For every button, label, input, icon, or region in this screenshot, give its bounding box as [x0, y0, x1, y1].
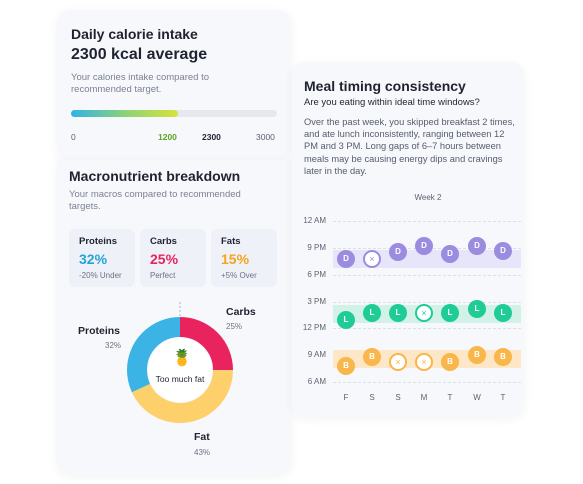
tick-start: 0	[71, 132, 76, 142]
donut-label-carbs: Carbs	[226, 306, 256, 318]
grid-line	[333, 275, 521, 276]
calorie-average: 2300 kcal average	[71, 46, 208, 63]
dinner-marker: D	[337, 250, 355, 268]
donut-segment-fat	[127, 317, 233, 423]
grid-line	[333, 302, 521, 303]
day-label: T	[447, 393, 453, 402]
calorie-title: Daily calorie intake	[71, 26, 198, 42]
macro-box-carbs: Carbs 25% Perfect	[140, 229, 206, 287]
y-axis-tick: 6 AM	[307, 377, 326, 386]
lunch-marker: L	[337, 311, 355, 329]
meal-question: Are you eating within ideal time windows…	[304, 97, 480, 108]
macro-box-name: Fats	[221, 236, 241, 247]
macro-box-note: +5% Over	[221, 271, 257, 280]
dinner-marker: D	[389, 243, 407, 261]
tick-target: 1200	[158, 132, 177, 142]
dinner-marker: D	[415, 237, 433, 255]
y-axis-tick: 9 AM	[307, 350, 326, 359]
donut-pct-carbs: 25%	[226, 322, 243, 331]
macro-donut-chart	[127, 302, 233, 423]
lunch-marker: L	[494, 304, 512, 322]
calorie-subtitle: Your calories intake compared to recomme…	[71, 72, 210, 95]
dinner-marker: D	[441, 245, 459, 263]
meal-title: Meal timing consistency	[304, 78, 466, 94]
grid-line	[333, 382, 521, 383]
grid-line	[333, 221, 521, 222]
macro-box-value: 15%	[221, 251, 250, 267]
breakfast-marker: B	[337, 357, 355, 375]
day-label: T	[500, 393, 506, 402]
skipped-breakfast-marker: ×	[415, 353, 433, 371]
lunch-marker: L	[441, 304, 459, 322]
dinner-marker: D	[468, 237, 486, 255]
macro-box-proteins: Proteins 32% -20% Under	[69, 229, 135, 287]
breakfast-marker: B	[468, 346, 486, 364]
y-axis-tick: 12 AM	[303, 216, 326, 225]
calorie-progress-fill	[71, 110, 178, 117]
skipped-dinner-marker: ×	[363, 250, 381, 268]
macro-box-note: Perfect	[150, 271, 176, 280]
day-label: W	[473, 393, 481, 402]
tick-max: 3000	[256, 132, 275, 142]
macro-box-value: 32%	[79, 251, 108, 267]
lunch-marker: L	[468, 300, 486, 318]
calorie-card	[57, 10, 291, 160]
macro-box-value: 25%	[150, 251, 179, 267]
grid-line	[333, 328, 521, 329]
y-axis-tick: 9 PM	[307, 243, 326, 252]
meal-body: Over the past week, you skipped breakfas…	[304, 117, 515, 176]
y-axis-tick: 3 PM	[307, 297, 326, 306]
day-label: S	[369, 393, 375, 402]
pineapple-icon: 🍍	[172, 350, 192, 367]
donut-pct-proteins: 32%	[105, 341, 122, 350]
macro-box-name: Carbs	[150, 236, 177, 247]
week-label: Week 2	[414, 193, 442, 202]
macro-box-note: -20% Under	[79, 271, 122, 280]
macro-box-fats: Fats 15% +5% Over	[211, 229, 277, 287]
donut-hole	[148, 338, 212, 402]
day-label: F	[343, 393, 349, 402]
breakfast-marker: B	[494, 348, 512, 366]
donut-label-fat: Fat	[194, 431, 210, 443]
breakfast-marker: B	[441, 353, 459, 371]
breakfast-marker: B	[363, 348, 381, 366]
macro-subtitle: Your macros compared to recommended targ…	[69, 189, 241, 212]
y-axis-tick: 6 PM	[307, 270, 326, 279]
lunch-marker: L	[389, 304, 407, 322]
day-label: S	[395, 393, 401, 402]
macro-title: Macronutrient breakdown	[69, 168, 241, 184]
day-label: M	[420, 393, 428, 402]
macro-box-name: Proteins	[79, 236, 118, 247]
skipped-breakfast-marker: ×	[389, 353, 407, 371]
lunch-marker: L	[363, 304, 381, 322]
donut-segment-proteins	[127, 317, 233, 423]
donut-center-text: Too much fat	[155, 374, 205, 384]
dinner-marker: D	[494, 242, 512, 260]
tick-current: 2300	[202, 132, 221, 142]
donut-pct-fat: 43%	[194, 448, 211, 457]
y-axis-tick: 12 PM	[302, 323, 326, 332]
donut-label-proteins: Proteins	[78, 325, 121, 337]
skipped-lunch-marker: ×	[415, 304, 433, 322]
